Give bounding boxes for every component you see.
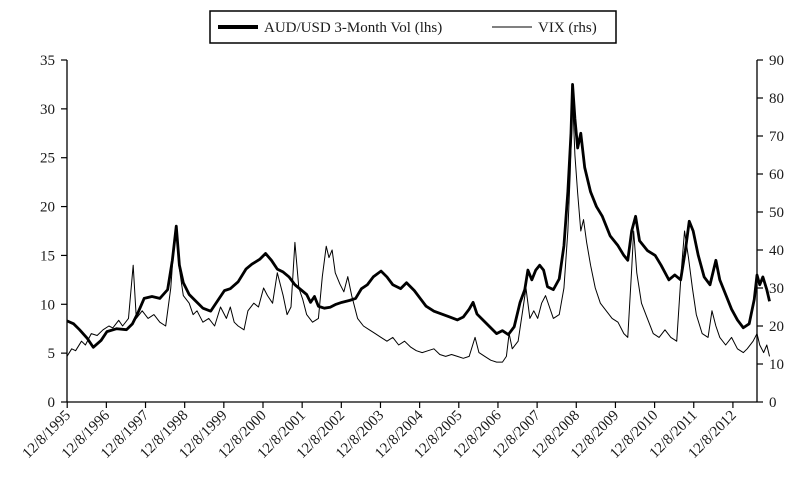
left-y-tick-label: 15 [40, 248, 55, 264]
left-y-tick-label: 20 [40, 200, 55, 216]
right-y-tick-label: 10 [769, 357, 784, 373]
left-y-tick-label: 5 [48, 346, 56, 362]
right-y-tick-label: 40 [769, 243, 784, 259]
right-y-tick-label: 20 [769, 319, 784, 335]
left-y-tick-label: 35 [40, 53, 55, 69]
left-y-tick-label: 10 [40, 297, 55, 313]
right-y-tick-label: 90 [769, 53, 784, 69]
right-y-ticks: 0 10 20 30 40 50 60 70 80 90 [757, 53, 784, 411]
right-y-tick-label: 80 [769, 91, 784, 107]
right-y-tick-label: 30 [769, 281, 784, 297]
legend-label-vix: VIX (rhs) [538, 20, 597, 36]
left-y-tick-label: 0 [48, 395, 56, 411]
left-y-ticks: 0 5 10 15 20 25 30 35 [40, 53, 67, 411]
left-y-tick-label: 30 [40, 102, 55, 118]
legend: AUD/USD 3-Month Vol (lhs) VIX (rhs) [209, 10, 617, 44]
legend-label-aud-usd: AUD/USD 3-Month Vol (lhs) [264, 20, 442, 36]
series-line-vix [66, 97, 771, 363]
right-y-tick-label: 70 [769, 129, 784, 145]
left-y-tick-label: 25 [40, 151, 55, 167]
right-y-tick-label: 0 [769, 395, 777, 411]
right-y-tick-label: 50 [769, 205, 784, 221]
x-ticks: 12/8/199512/8/199612/8/199712/8/199812/8… [20, 402, 740, 462]
series-line-aud-usd-vol [66, 83, 771, 349]
right-y-tick-label: 60 [769, 167, 784, 183]
series-layer [66, 83, 771, 363]
legend-box [209, 10, 617, 44]
